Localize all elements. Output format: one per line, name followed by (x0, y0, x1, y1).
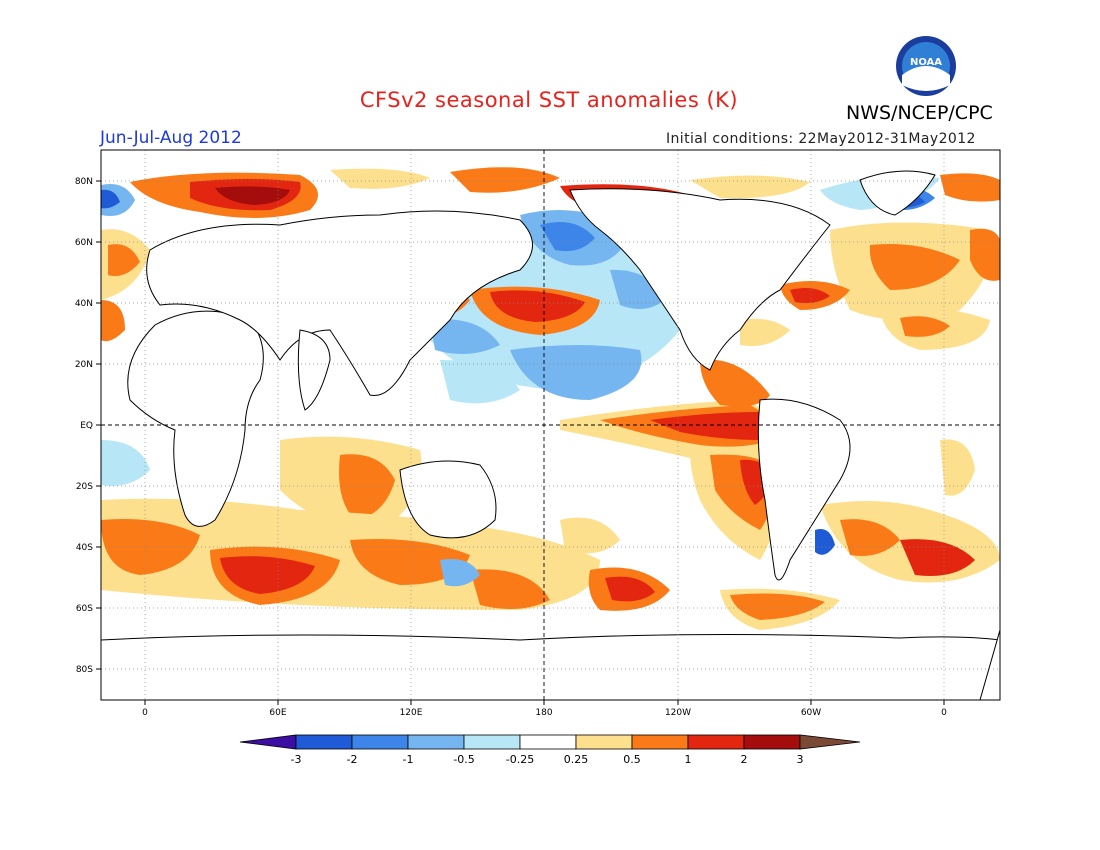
lon-label: 60W (801, 708, 821, 718)
map-title: CFSv2 seasonal SST anomalies (K) (359, 88, 739, 112)
colorbar-bin (519, 734, 577, 750)
svg-text:NOAA: NOAA (910, 57, 942, 68)
lat-label: 80N (75, 177, 93, 187)
colorbar-label: -0.25 (506, 753, 534, 766)
lat-label: 40N (75, 299, 93, 309)
colorbar-bin (631, 734, 689, 750)
colorbar (239, 734, 861, 750)
lat-label: 20S (76, 482, 93, 492)
colorbar-arrow-low (239, 734, 297, 750)
colorbar-bin (463, 734, 521, 750)
lon-label: 60E (269, 708, 286, 718)
colorbar-label: -0.5 (453, 753, 474, 766)
lon-label: 120W (665, 708, 691, 718)
equator-dateline (101, 150, 1000, 700)
lat-label: 20N (75, 360, 93, 370)
colorbar-bin (407, 734, 465, 750)
colorbar-bin (351, 734, 409, 750)
colorbar-label: -2 (347, 753, 358, 766)
lat-label: 60S (76, 604, 93, 614)
colorbar-label: -1 (403, 753, 414, 766)
lon-label: 120E (400, 708, 423, 718)
colorbar-bin (687, 734, 745, 750)
initial-conditions: Initial conditions: 22May2012-31May2012 (666, 131, 976, 147)
lat-label: 60N (75, 238, 93, 248)
colorbar-label: -3 (291, 753, 302, 766)
colorbar-label: 2 (741, 753, 748, 766)
lat-label: 40S (76, 543, 93, 553)
agency-label: NWS/NCEP/CPC (846, 102, 993, 124)
colorbar-bin (295, 734, 353, 750)
forecast-period: Jun-Jul-Aug 2012 (100, 128, 242, 148)
continents (101, 170, 1000, 700)
colorbar-bin (575, 734, 633, 750)
noaa-logo: NOAA (896, 36, 956, 96)
lon-label: 0 (142, 708, 148, 718)
lon-label: 0 (941, 708, 947, 718)
colorbar-label: 1 (685, 753, 692, 766)
lat-label: 80S (76, 665, 93, 675)
lon-label: 180 (535, 708, 552, 718)
lat-label: EQ (80, 421, 93, 431)
colorbar-label: 0.25 (564, 753, 589, 766)
colorbar-label: 0.5 (623, 753, 641, 766)
colorbar-bin (743, 734, 801, 750)
colorbar-label: 3 (797, 753, 804, 766)
colorbar-arrow-high (799, 734, 861, 750)
